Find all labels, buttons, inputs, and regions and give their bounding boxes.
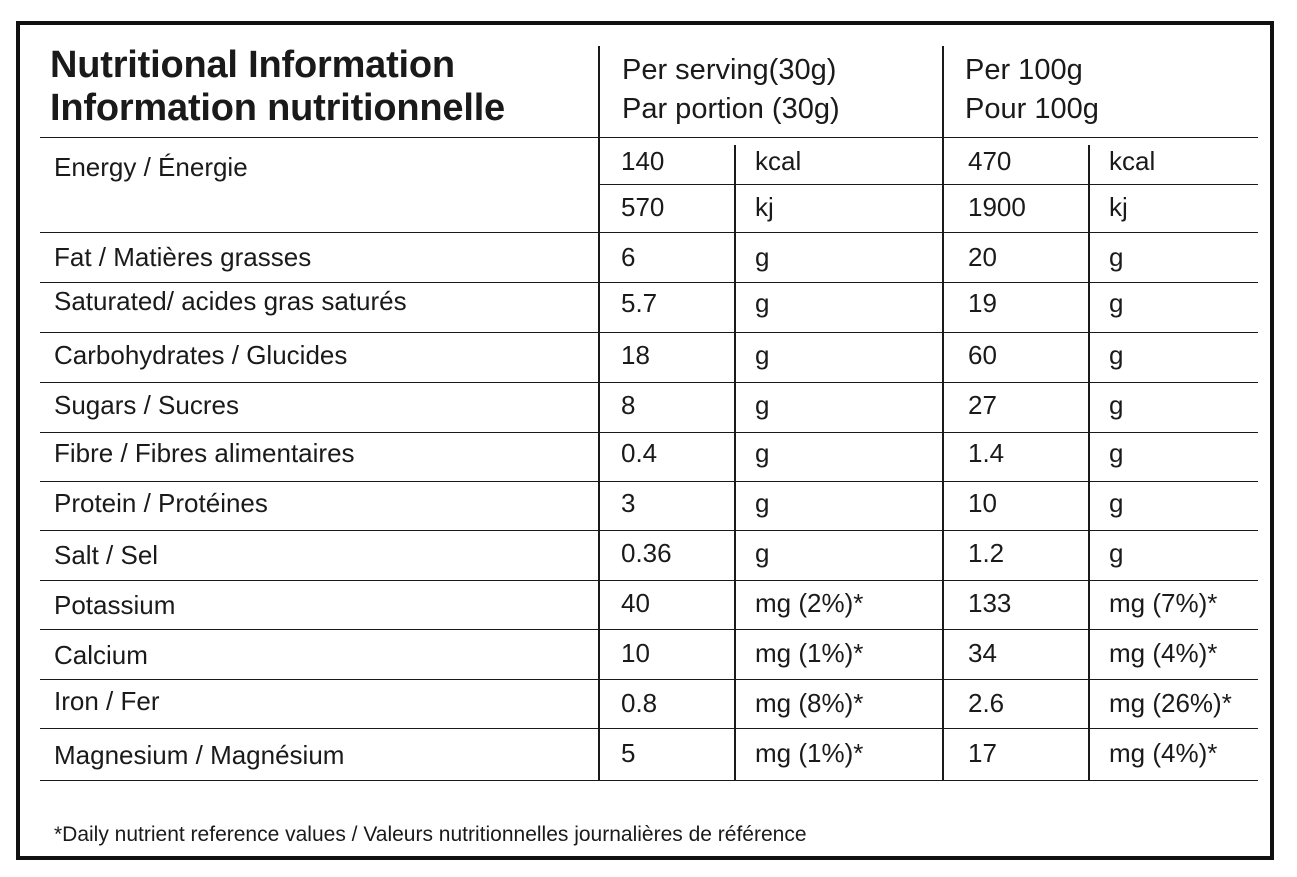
column-divider bbox=[734, 145, 736, 780]
per100-value: 1900 bbox=[968, 192, 1026, 222]
per100-value: 10 bbox=[968, 488, 997, 518]
per100-value: 19 bbox=[968, 288, 997, 318]
serving-unit: mg (8%)* bbox=[755, 688, 864, 718]
per100-unit: g bbox=[1109, 538, 1124, 568]
row-label: Salt / Sel bbox=[54, 540, 159, 570]
serving-unit: g bbox=[755, 242, 770, 272]
serving-unit: mg (1%)* bbox=[755, 738, 864, 768]
serving-value: 0.36 bbox=[621, 538, 672, 568]
row-label: Fat / Matières grasses bbox=[54, 242, 312, 272]
row-divider bbox=[40, 530, 1258, 531]
serving-value: 18 bbox=[621, 340, 650, 370]
row-label: Iron / Fer bbox=[54, 686, 160, 716]
per100-unit: g bbox=[1109, 340, 1124, 370]
per100-unit: mg (26%)* bbox=[1109, 688, 1232, 718]
row-label: Potassium bbox=[54, 590, 176, 620]
row-label: Protein / Protéines bbox=[54, 488, 268, 518]
row-label: Saturated/ acides gras saturés bbox=[54, 286, 407, 316]
title-french: Information nutritionnelle bbox=[50, 87, 505, 129]
column-divider bbox=[1088, 145, 1090, 780]
per100-value: 470 bbox=[968, 146, 1012, 176]
column-header-serving-en: Per serving(30g) bbox=[622, 54, 837, 86]
title-english: Nutritional Information bbox=[50, 44, 455, 86]
serving-value: 10 bbox=[621, 638, 650, 668]
row-divider bbox=[40, 580, 1258, 581]
row-label: Energy / Énergie bbox=[54, 152, 248, 182]
serving-value: 140 bbox=[621, 146, 665, 176]
column-header-per100-en: Per 100g bbox=[965, 54, 1083, 86]
row-label: Sugars / Sucres bbox=[54, 390, 239, 420]
serving-unit: kj bbox=[755, 192, 774, 222]
per100-unit: mg (4%)* bbox=[1109, 638, 1218, 668]
serving-unit: g bbox=[755, 488, 770, 518]
row-label: Magnesium / Magnésium bbox=[54, 740, 345, 770]
row-divider bbox=[40, 481, 1258, 482]
per100-value: 1.2 bbox=[968, 538, 1005, 568]
row-divider bbox=[40, 780, 1258, 781]
column-header-per100-fr: Pour 100g bbox=[965, 93, 1099, 125]
row-divider bbox=[598, 184, 1258, 185]
row-label: Fibre / Fibres alimentaires bbox=[54, 438, 355, 468]
serving-value: 0.4 bbox=[621, 438, 658, 468]
row-divider bbox=[40, 282, 1258, 283]
per100-unit: g bbox=[1109, 242, 1124, 272]
per100-value: 20 bbox=[968, 242, 997, 272]
serving-unit: g bbox=[755, 538, 770, 568]
per100-unit: g bbox=[1109, 438, 1124, 468]
row-label: Carbohydrates / Glucides bbox=[54, 340, 348, 370]
footnote: *Daily nutrient reference values / Valeu… bbox=[54, 823, 807, 846]
serving-unit: mg (1%)* bbox=[755, 638, 864, 668]
serving-unit: kcal bbox=[755, 146, 802, 176]
row-divider bbox=[40, 728, 1258, 729]
row-divider bbox=[40, 629, 1258, 630]
serving-value: 8 bbox=[621, 390, 636, 420]
per100-value: 133 bbox=[968, 588, 1012, 618]
per100-unit: g bbox=[1109, 288, 1124, 318]
serving-value: 570 bbox=[621, 192, 665, 222]
per100-value: 1.4 bbox=[968, 438, 1005, 468]
serving-value: 3 bbox=[621, 488, 636, 518]
per100-value: 34 bbox=[968, 638, 997, 668]
per100-value: 60 bbox=[968, 340, 997, 370]
serving-unit: g bbox=[755, 438, 770, 468]
column-divider bbox=[598, 46, 600, 780]
serving-value: 0.8 bbox=[621, 688, 658, 718]
per100-value: 2.6 bbox=[968, 688, 1005, 718]
row-divider bbox=[40, 332, 1258, 333]
per100-unit: kj bbox=[1109, 192, 1128, 222]
row-divider bbox=[40, 679, 1258, 680]
column-divider bbox=[942, 46, 944, 780]
row-divider bbox=[40, 232, 1258, 233]
serving-value: 5 bbox=[621, 738, 636, 768]
per100-unit: kcal bbox=[1109, 146, 1156, 176]
row-divider bbox=[40, 137, 1258, 138]
serving-value: 6 bbox=[621, 242, 636, 272]
per100-unit: mg (4%)* bbox=[1109, 738, 1218, 768]
row-divider bbox=[40, 382, 1258, 383]
label-frame bbox=[16, 21, 1274, 860]
per100-value: 27 bbox=[968, 390, 997, 420]
per100-unit: mg (7%)* bbox=[1109, 588, 1218, 618]
row-divider bbox=[40, 432, 1258, 433]
per100-unit: g bbox=[1109, 488, 1124, 518]
per100-unit: g bbox=[1109, 390, 1124, 420]
serving-value: 40 bbox=[621, 588, 650, 618]
column-header-serving-fr: Par portion (30g) bbox=[622, 93, 840, 125]
serving-unit: g bbox=[755, 340, 770, 370]
per100-value: 17 bbox=[968, 738, 997, 768]
serving-unit: g bbox=[755, 390, 770, 420]
serving-unit: mg (2%)* bbox=[755, 588, 864, 618]
serving-value: 5.7 bbox=[621, 288, 658, 318]
row-label: Calcium bbox=[54, 640, 148, 670]
serving-unit: g bbox=[755, 288, 770, 318]
